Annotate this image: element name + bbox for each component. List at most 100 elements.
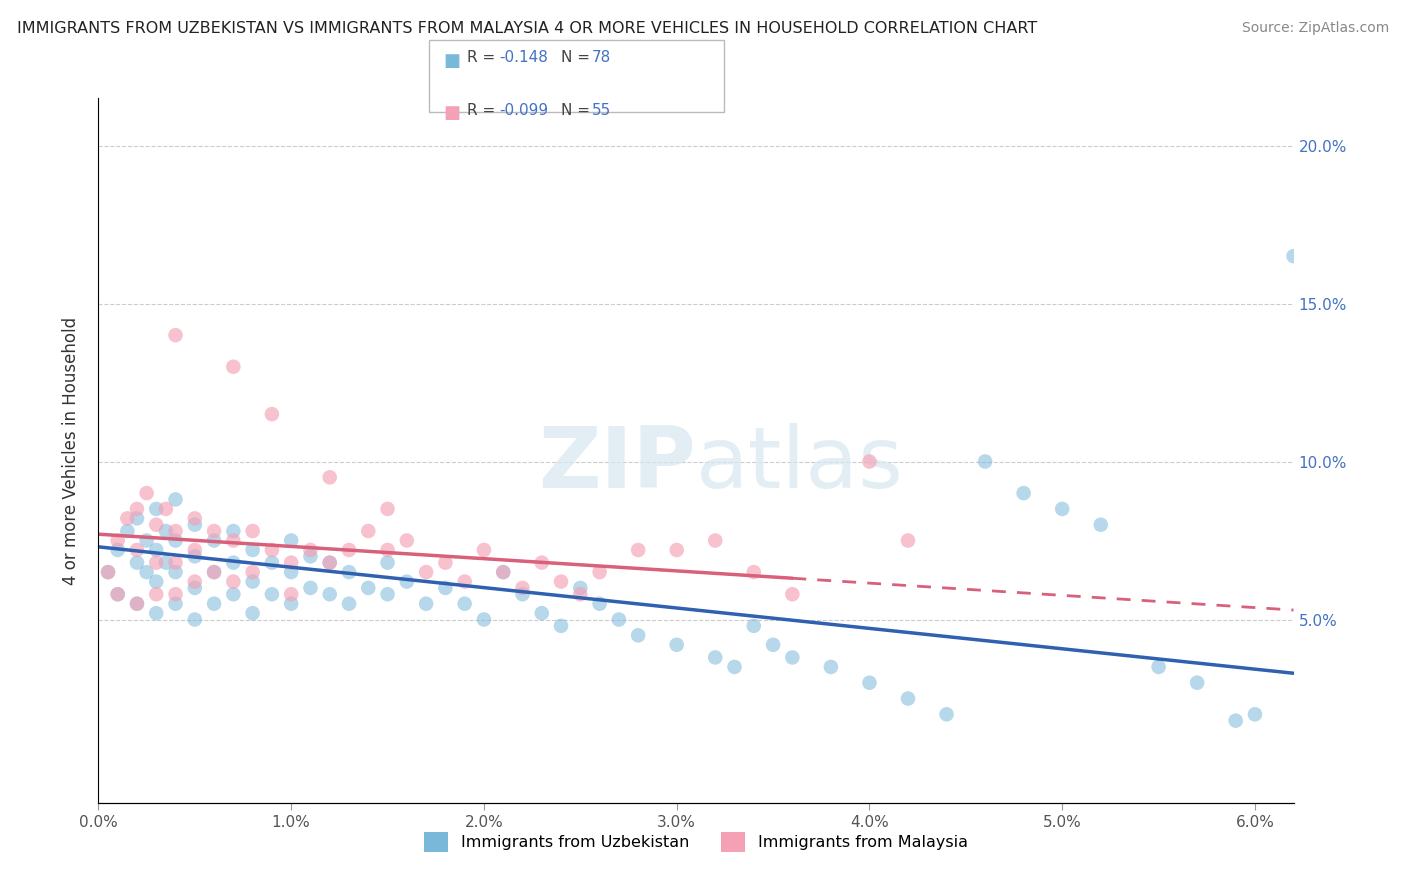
Point — [472, 543, 495, 558]
Point — [935, 707, 957, 722]
Point — [782, 650, 804, 665]
Point — [165, 533, 187, 548]
Point — [97, 565, 120, 579]
Point — [260, 587, 283, 601]
Point — [165, 597, 187, 611]
Point — [222, 533, 245, 548]
Point — [319, 556, 342, 570]
Point — [222, 359, 245, 374]
Point — [665, 543, 688, 558]
Point — [165, 565, 187, 579]
Point — [607, 613, 630, 627]
Point — [588, 597, 610, 611]
Point — [165, 492, 187, 507]
Point — [897, 533, 920, 548]
Legend: Immigrants from Uzbekistan, Immigrants from Malaysia: Immigrants from Uzbekistan, Immigrants f… — [418, 826, 974, 858]
Point — [155, 524, 177, 538]
Point — [145, 502, 167, 516]
Point — [125, 597, 148, 611]
Point — [145, 574, 167, 589]
Point — [222, 556, 245, 570]
Point — [145, 543, 167, 558]
Point — [135, 533, 157, 548]
Point — [550, 619, 572, 633]
Text: IMMIGRANTS FROM UZBEKISTAN VS IMMIGRANTS FROM MALAYSIA 4 OR MORE VEHICLES IN HOU: IMMIGRANTS FROM UZBEKISTAN VS IMMIGRANTS… — [17, 21, 1038, 36]
Point — [299, 543, 322, 558]
Point — [492, 565, 515, 579]
Point — [357, 581, 380, 595]
Point — [1012, 486, 1035, 500]
Point — [107, 543, 129, 558]
Point — [1225, 714, 1247, 728]
Point — [665, 638, 688, 652]
Text: R =: R = — [467, 103, 501, 118]
Point — [280, 565, 302, 579]
Point — [155, 556, 177, 570]
Text: -0.148: -0.148 — [499, 50, 548, 65]
Point — [512, 587, 534, 601]
Point — [415, 597, 437, 611]
Point — [184, 543, 207, 558]
Point — [319, 470, 342, 484]
Point — [145, 606, 167, 620]
Point — [184, 581, 207, 595]
Point — [97, 565, 120, 579]
Point — [319, 587, 342, 601]
Point — [974, 454, 997, 468]
Point — [202, 597, 225, 611]
Point — [550, 574, 572, 589]
Point — [202, 524, 225, 538]
Point — [125, 511, 148, 525]
Point — [377, 556, 399, 570]
Point — [337, 543, 360, 558]
Point — [125, 556, 148, 570]
Point — [125, 597, 148, 611]
Point — [202, 565, 225, 579]
Point — [222, 587, 245, 601]
Text: 78: 78 — [592, 50, 612, 65]
Point — [472, 613, 495, 627]
Point — [742, 565, 765, 579]
Point — [260, 407, 283, 421]
Point — [395, 574, 418, 589]
Point — [569, 581, 592, 595]
Point — [1090, 517, 1112, 532]
Point — [145, 556, 167, 570]
Point — [135, 565, 157, 579]
Point — [242, 574, 264, 589]
Point — [377, 543, 399, 558]
Text: ZIP: ZIP — [538, 423, 696, 506]
Point — [184, 517, 207, 532]
Point — [434, 556, 457, 570]
Point — [762, 638, 785, 652]
Point — [184, 511, 207, 525]
Point — [704, 650, 727, 665]
Text: N =: N = — [561, 50, 595, 65]
Point — [897, 691, 920, 706]
Point — [222, 574, 245, 589]
Point — [280, 556, 302, 570]
Point — [117, 524, 139, 538]
Point — [125, 543, 148, 558]
Point — [125, 502, 148, 516]
Point — [512, 581, 534, 595]
Y-axis label: 4 or more Vehicles in Household: 4 or more Vehicles in Household — [62, 317, 80, 584]
Point — [165, 587, 187, 601]
Point — [202, 565, 225, 579]
Point — [357, 524, 380, 538]
Point — [415, 565, 437, 579]
Point — [184, 613, 207, 627]
Point — [280, 587, 302, 601]
Point — [742, 619, 765, 633]
Point — [202, 533, 225, 548]
Point — [165, 556, 187, 570]
Point — [782, 587, 804, 601]
Text: 55: 55 — [592, 103, 612, 118]
Text: N =: N = — [561, 103, 595, 118]
Point — [1147, 660, 1170, 674]
Point — [858, 454, 880, 468]
Point — [337, 565, 360, 579]
Point — [242, 565, 264, 579]
Point — [453, 597, 475, 611]
Point — [1050, 502, 1073, 516]
